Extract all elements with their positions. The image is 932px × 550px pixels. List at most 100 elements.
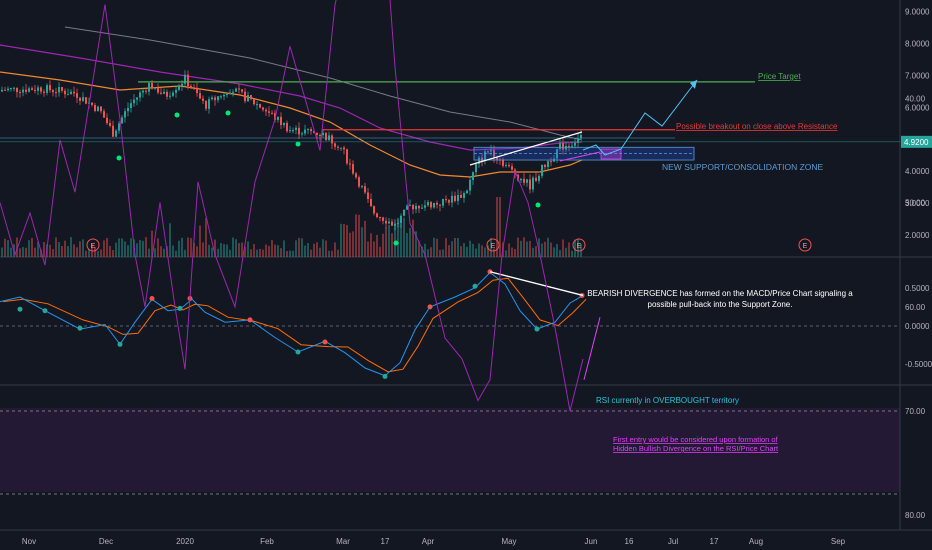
candle-body [511, 166, 513, 170]
volume-bar [409, 228, 411, 257]
candle-body [262, 107, 264, 110]
volume-bar [70, 237, 72, 257]
volume-bar [1, 247, 3, 257]
candle-body [277, 116, 279, 120]
volume-bar [316, 242, 318, 257]
rsi-tick-label: 80.00 [905, 511, 926, 520]
volume-bar [217, 248, 219, 257]
candle-body [7, 88, 9, 91]
rsi-overbought-note: RSI currently in OVERBOUGHT territory [596, 396, 739, 405]
candle-body [34, 89, 36, 91]
volume-bar [310, 249, 312, 257]
candle-body [478, 157, 480, 164]
volume-bar [142, 240, 144, 257]
macd-line [0, 271, 584, 377]
volume-bar [208, 244, 210, 257]
candle-body [544, 164, 546, 168]
buy-signal-dot [393, 240, 399, 246]
volume-bar [262, 249, 264, 257]
candle-body [349, 163, 351, 165]
macd-panel: BEARISH DIVERGENCE has formed on the MAC… [0, 269, 853, 379]
volume-bar [244, 246, 246, 257]
buy-signal-dot [116, 155, 122, 161]
volume-bar [448, 245, 450, 257]
projection-arrowhead [690, 80, 697, 89]
candle-body [136, 97, 138, 100]
candle-body [25, 89, 27, 92]
candle-body [232, 91, 234, 93]
volume-bar [43, 241, 45, 257]
candle-body [409, 204, 411, 206]
candle-body [427, 202, 429, 206]
rsi-tick-label: 70.00 [905, 407, 926, 416]
candle-body [355, 173, 357, 178]
candle-body [238, 88, 240, 90]
candle-body [574, 142, 576, 146]
candle-body [19, 92, 21, 94]
candle-body [580, 134, 582, 139]
candle-body [31, 88, 33, 90]
volume-bar [256, 249, 258, 257]
volume-bar [73, 244, 75, 257]
volume-bar [115, 242, 117, 257]
volume-bar [550, 242, 552, 257]
volume-bar [190, 238, 192, 257]
candle-body [322, 132, 324, 136]
volume-bar [40, 249, 42, 257]
candle-body [67, 94, 69, 96]
candle-body [250, 95, 252, 99]
candle-body [181, 83, 183, 86]
volume-bar [352, 231, 354, 257]
volume-bar [148, 248, 150, 257]
volume-bar [337, 249, 339, 257]
macd-cross-dot [77, 325, 83, 331]
candle-body [244, 91, 246, 102]
earnings-marker [486, 238, 500, 252]
candle-body [442, 199, 444, 206]
buy-signal-dot [535, 202, 541, 208]
volume-bar [544, 241, 546, 257]
candle-body [40, 87, 42, 92]
candle-body [565, 145, 567, 150]
volume-bar [205, 218, 207, 257]
volume-bar [277, 245, 279, 257]
candle-body [571, 145, 573, 147]
volume-bar [145, 237, 147, 257]
rsi-band [0, 408, 900, 492]
rsi-panel: RSI currently in OVERBOUGHT territory Fi… [0, 0, 779, 453]
macd-tick-label: 0.5000 [905, 284, 930, 293]
volume-bar [334, 242, 336, 257]
macd-cross-dot [177, 305, 183, 311]
candle-body [460, 194, 462, 198]
candle-body [298, 127, 300, 135]
volume-bar [229, 249, 231, 257]
candle-body [385, 220, 387, 224]
ma-200-line [64, 26, 583, 141]
candle-body [487, 151, 489, 153]
candle-body [70, 91, 72, 95]
candle-body [175, 89, 177, 93]
macd-cross-dot [534, 326, 540, 332]
candle-body [247, 95, 249, 102]
volume-bar [457, 237, 459, 257]
macd-cross-dot [149, 295, 155, 301]
candle-body [334, 143, 336, 147]
volume-bar [400, 223, 402, 257]
earnings-marker-label: E [803, 243, 808, 250]
volume-bar [553, 247, 555, 257]
projection-path [582, 79, 698, 156]
candle-body [424, 205, 426, 208]
candle-body [100, 106, 102, 112]
volume-bar [223, 244, 225, 257]
volume-bar [466, 246, 468, 257]
candle-body [469, 179, 471, 191]
candle-body [403, 209, 405, 216]
candle-body [577, 138, 579, 143]
candle-body [265, 109, 267, 112]
candle-body [433, 202, 435, 208]
grid-lines [0, 0, 932, 531]
candle-body [61, 87, 63, 91]
candle-body [73, 91, 75, 94]
